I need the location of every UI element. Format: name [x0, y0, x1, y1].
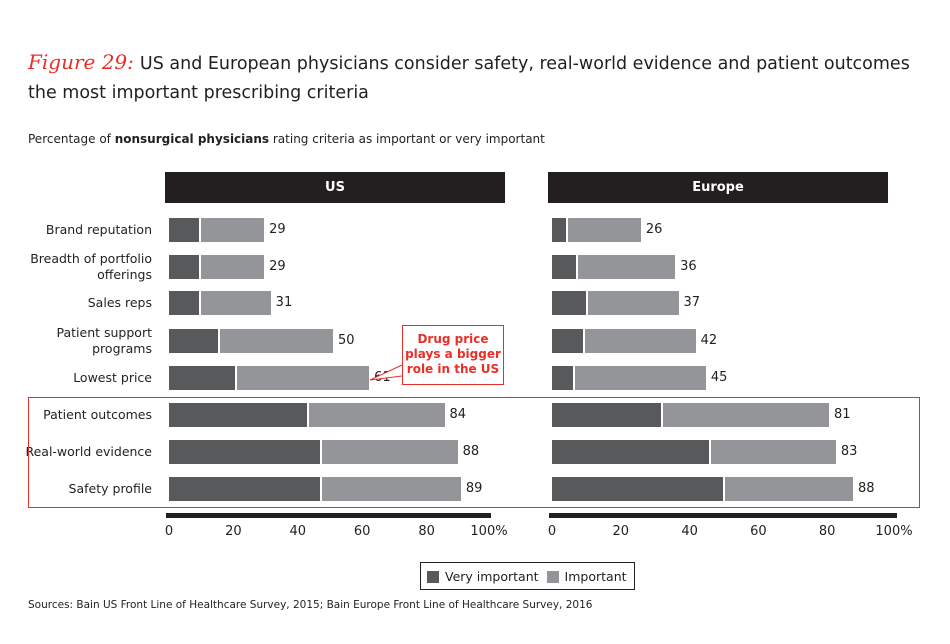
us-tick-label: 40: [289, 524, 307, 539]
us-bar-very-important: [169, 403, 307, 427]
callout-drug-price: Drug price plays a bigger role in the US: [402, 325, 504, 385]
us-panel-header: US: [165, 172, 505, 203]
us-tick-label: 0: [164, 524, 174, 539]
figure-label: Figure 29:: [28, 50, 134, 74]
us-value-label: 31: [275, 295, 293, 310]
us-bar-important: [319, 440, 458, 464]
europe-bar-important: [565, 218, 641, 242]
us-bar-very-important: [169, 477, 320, 501]
europe-bar-important: [582, 329, 696, 353]
europe-bar-important: [709, 440, 836, 464]
europe-value-label: 88: [857, 481, 875, 496]
us-bar-important: [306, 403, 445, 427]
callout-pointer: [369, 364, 403, 381]
us-value-label: 89: [465, 481, 483, 496]
us-tick-label: 20: [225, 524, 242, 539]
europe-axis-bar: [549, 513, 897, 518]
us-tick-label: 100%: [470, 524, 508, 539]
us-bar-important: [319, 477, 461, 501]
europe-value-label: 26: [645, 222, 663, 237]
europe-tick-label: 100%: [875, 524, 913, 539]
europe-value-label: 45: [710, 370, 728, 385]
europe-value-label: 42: [700, 333, 718, 348]
us-bar-very-important: [169, 218, 199, 242]
us-bar-important: [198, 291, 271, 315]
legend-swatch-important: [546, 571, 559, 583]
row-label: Patient outcomes: [43, 407, 152, 422]
europe-tick-label: 80: [818, 524, 836, 539]
europe-panel-header: Europe: [548, 172, 888, 203]
europe-bar-important: [572, 366, 706, 390]
europe-bar-very-important: [552, 291, 587, 315]
europe-value-label: 36: [680, 259, 697, 274]
legend: Very important Important: [420, 562, 635, 590]
europe-bar-important: [661, 403, 830, 427]
us-bar-very-important: [169, 440, 320, 464]
us-bar-important: [234, 366, 370, 390]
europe-tick-label: 20: [612, 524, 630, 539]
highlight-box: [28, 397, 920, 508]
us-axis-bar: [166, 513, 491, 518]
europe-tick-label: 60: [750, 524, 767, 539]
figure-title: Figure 29: US and European physicians con…: [28, 48, 933, 108]
europe-bar-very-important: [552, 403, 662, 427]
us-bar-important: [218, 329, 333, 353]
chart-subtitle: Percentage of nonsurgical physicians rat…: [28, 132, 545, 146]
row-label: Patient support programs: [56, 325, 153, 356]
europe-tick-label: 40: [681, 524, 698, 539]
row-label: Sales reps: [87, 295, 152, 310]
us-bar-very-important: [169, 291, 199, 315]
us-bar-important: [198, 218, 265, 242]
row-label: Breadth of portfolio offerings: [30, 251, 152, 282]
europe-bar-very-important: [552, 329, 583, 353]
europe-value-label: 37: [683, 295, 701, 310]
europe-bar-very-important: [552, 440, 710, 464]
us-value-label: 88: [462, 444, 480, 459]
europe-bar-very-important: [552, 366, 573, 390]
figure-title-text: US and European physicians consider safe…: [28, 54, 910, 103]
row-label: Lowest price: [73, 370, 152, 385]
row-label: Safety profile: [68, 481, 152, 496]
europe-bar-very-important: [552, 477, 723, 501]
us-value-label: 29: [269, 259, 286, 274]
legend-label-very-important: Very important: [445, 568, 539, 584]
us-tick-label: 80: [418, 524, 435, 539]
us-bar-important: [198, 255, 265, 279]
subtitle-suffix: rating criteria as important or very imp…: [269, 132, 545, 146]
europe-bar-important: [723, 477, 853, 501]
europe-bar-important: [586, 291, 679, 315]
legend-very-important: Very important: [427, 569, 539, 584]
legend-swatch-very-important: [427, 571, 439, 583]
europe-bar-important: [575, 255, 676, 279]
europe-bar-very-important: [552, 255, 576, 279]
europe-value-label: 83: [840, 444, 858, 459]
us-bar-very-important: [169, 329, 219, 353]
us-tick-label: 60: [353, 524, 371, 539]
sources-note: Sources: Bain US Front Line of Healthcar…: [28, 599, 593, 611]
row-label: Real-world evidence: [25, 444, 152, 459]
us-value-label: 50: [338, 333, 355, 348]
europe-value-label: 81: [834, 407, 851, 422]
legend-label-important: Important: [564, 568, 627, 584]
row-label: Brand reputation: [45, 222, 152, 237]
us-bar-very-important: [169, 255, 199, 279]
us-value-label: 84: [449, 407, 467, 422]
subtitle-bold: nonsurgical physicians: [114, 132, 270, 146]
europe-bar-very-important: [552, 218, 566, 242]
europe-tick-label: 0: [547, 524, 557, 539]
us-bar-very-important: [169, 366, 235, 390]
us-value-label: 29: [269, 222, 286, 237]
legend-important: Important: [546, 568, 627, 584]
subtitle-prefix: Percentage of: [28, 132, 115, 146]
